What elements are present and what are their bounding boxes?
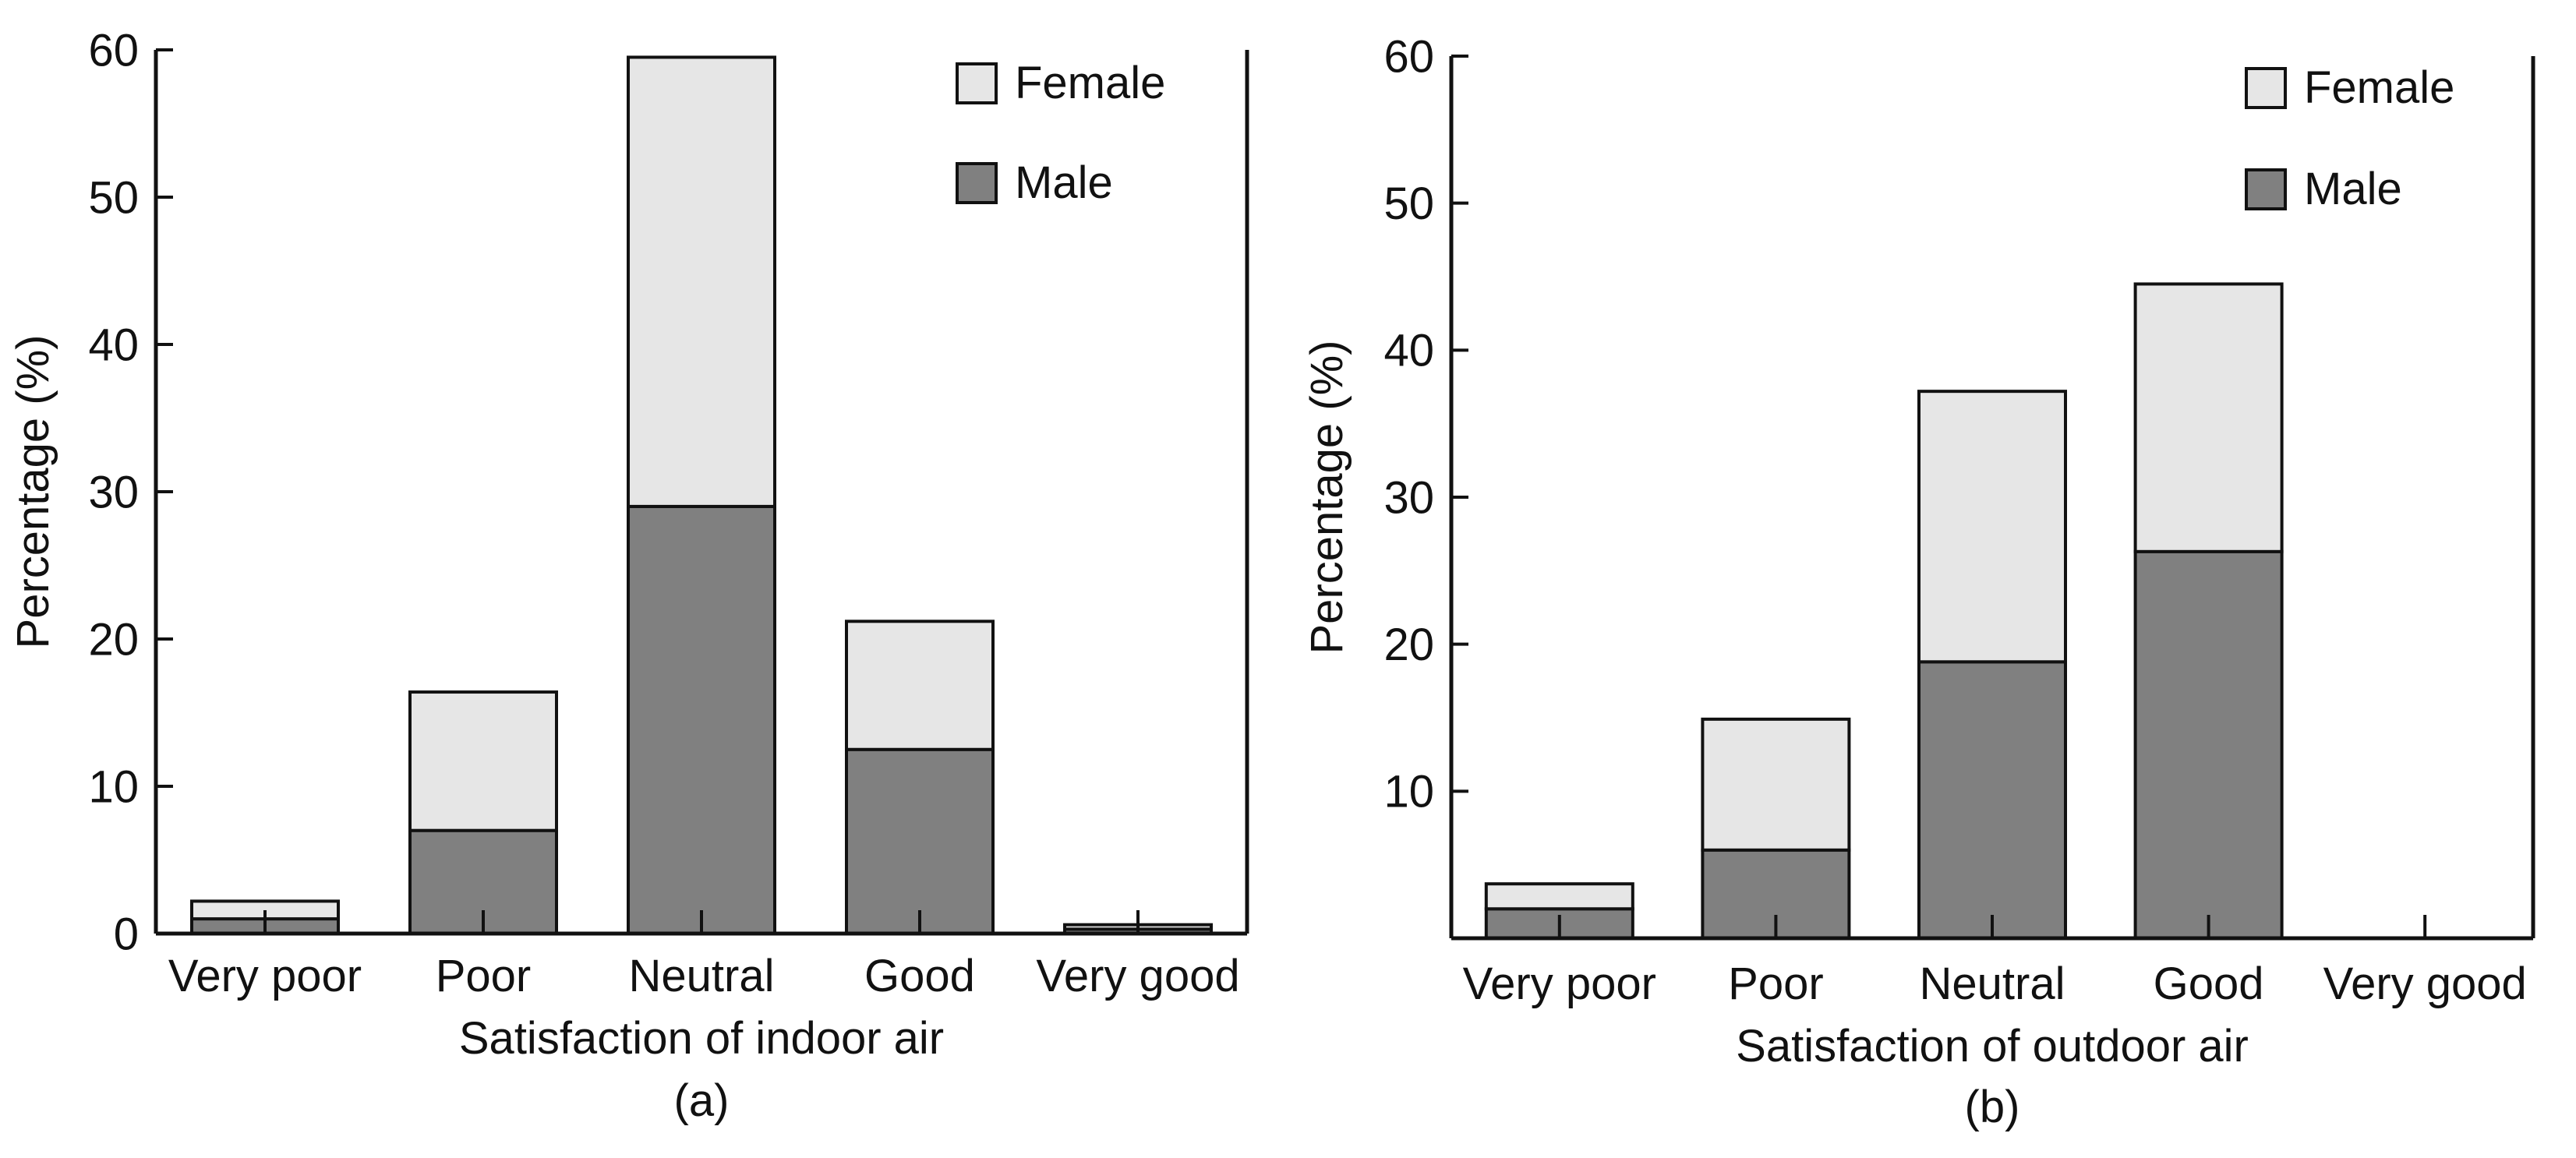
- y-tick-label-30: 30: [1383, 472, 1434, 523]
- legend-swatch-female: [956, 62, 998, 104]
- x-axis-title: Satisfaction of indoor air: [459, 1013, 944, 1064]
- category-label-4: Very good: [2323, 959, 2527, 1009]
- bar-female-1: [408, 690, 558, 832]
- panel-b: 10 20 30 40 50 60 Very poor Poor Neutral Good Very…: [1302, 31, 2535, 1132]
- panel-a: 0 10 20 30 40 50 60 Very poor Poor Neutral Good Ver…: [8, 25, 1249, 1126]
- y-tick-label-50: 50: [1383, 178, 1434, 229]
- y-tick-label-60: 60: [88, 25, 139, 76]
- category-label-2: Neutral: [629, 951, 775, 1001]
- bar-male-2: [1917, 660, 2067, 940]
- legend-label-female: Female: [2304, 62, 2454, 113]
- category-label-1: Poor: [436, 951, 532, 1001]
- y-tick-label-50: 50: [88, 172, 139, 223]
- bar-female-1: [1701, 717, 1851, 852]
- y-tick-label-30: 30: [88, 467, 139, 517]
- legend-label-male: Male: [2304, 164, 2402, 214]
- bar-female-2: [627, 55, 776, 508]
- category-label-1: Poor: [1728, 959, 1824, 1009]
- x-axis-title: Satisfaction of outdoor air: [1736, 1021, 2249, 1072]
- y-axis-title: Percentage (%): [1302, 341, 1352, 655]
- category-label-4: Very good: [1036, 951, 1239, 1001]
- y-axis-title: Percentage (%): [8, 335, 58, 649]
- bar-female-3: [2133, 282, 2284, 553]
- category-label-2: Neutral: [1920, 959, 2065, 1009]
- legend-label-female: Female: [1015, 58, 1165, 108]
- y-tick-label-20: 20: [1383, 620, 1434, 670]
- legend-label-male: Male: [1015, 157, 1113, 208]
- legend-swatch-male: [2245, 168, 2287, 210]
- y-tick-label-10: 10: [88, 761, 139, 812]
- panel-label: (b): [1965, 1082, 2020, 1132]
- y-tick-label-40: 40: [88, 320, 139, 370]
- bar-male-3: [2133, 549, 2284, 940]
- legend-swatch-female: [2245, 67, 2287, 109]
- y-tick-label-20: 20: [88, 614, 139, 665]
- y-tick-label-60: 60: [1383, 31, 1434, 82]
- bar-female-0: [1484, 882, 1634, 911]
- legend-swatch-male: [956, 162, 998, 204]
- bar-male-3: [845, 747, 995, 935]
- y-tick-label-0: 0: [114, 909, 139, 959]
- category-label-0: Very poor: [168, 951, 362, 1001]
- bar-male-2: [627, 504, 776, 935]
- category-label-3: Good: [864, 951, 975, 1001]
- y-tick-label-10: 10: [1383, 767, 1434, 817]
- panel-label: (a): [674, 1075, 730, 1126]
- bar-female-2: [1917, 390, 2067, 664]
- y-tick-label-40: 40: [1383, 326, 1434, 376]
- bar-female-3: [845, 620, 995, 751]
- category-label-3: Good: [2154, 959, 2264, 1009]
- category-label-0: Very poor: [1463, 959, 1656, 1009]
